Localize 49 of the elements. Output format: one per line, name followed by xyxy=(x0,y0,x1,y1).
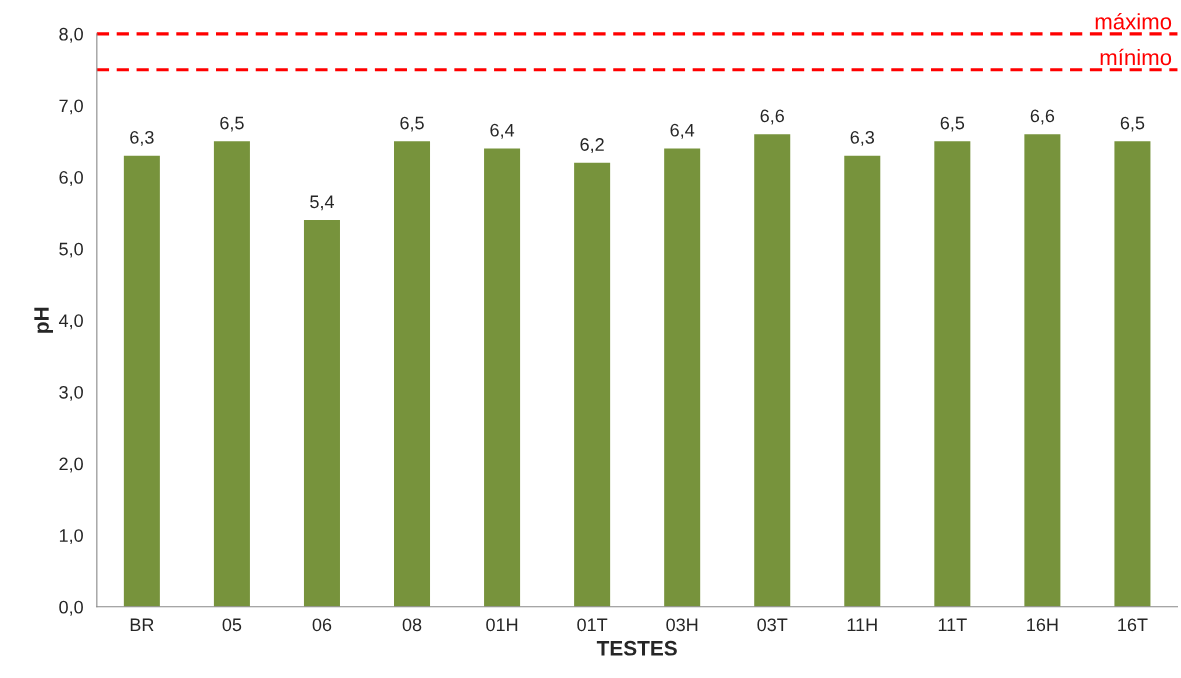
y-tick-label: 8,0 xyxy=(59,27,83,43)
bar xyxy=(213,141,250,607)
ref-line-label: máximo xyxy=(1095,12,1172,30)
bar xyxy=(394,141,431,607)
y-tick-label: 5,0 xyxy=(59,242,83,258)
bar xyxy=(123,155,160,607)
data-label: 6,6 xyxy=(1030,109,1055,125)
bar xyxy=(664,148,701,607)
x-tick-label: 03H xyxy=(666,618,698,632)
x-tick-label: 03T xyxy=(757,618,788,632)
y-tick-label: 6,0 xyxy=(59,171,83,186)
y-tick-label: 1,0 xyxy=(59,529,83,545)
data-label: 6,5 xyxy=(940,116,965,132)
data-label: 6,5 xyxy=(220,116,244,132)
bar xyxy=(574,162,611,607)
y-tick-label: 3,0 xyxy=(59,385,83,401)
bar xyxy=(844,155,881,607)
x-tick-label: 01T xyxy=(577,618,608,632)
data-label: 6,5 xyxy=(400,116,424,132)
data-label: 6,6 xyxy=(760,109,784,125)
y-tick-label: 4,0 xyxy=(58,314,83,330)
data-label: 6,3 xyxy=(850,130,875,146)
data-label: 6,4 xyxy=(670,123,695,139)
ref-line-label: mínimo xyxy=(1100,48,1172,66)
y-tick-label: 7,0 xyxy=(59,99,83,115)
bar xyxy=(303,220,340,607)
x-tick-label: 05 xyxy=(222,618,242,632)
bar xyxy=(934,141,971,607)
x-tick-label: 16H xyxy=(1027,618,1058,632)
y-tick-label: 2,0 xyxy=(59,457,83,473)
x-axis-title: TESTES xyxy=(596,640,677,656)
data-label: 6,5 xyxy=(1120,116,1145,132)
x-tick-label: BR xyxy=(130,618,154,632)
data-label: 6,4 xyxy=(490,123,515,139)
bar xyxy=(484,148,521,607)
bar xyxy=(1114,141,1151,607)
x-tick-label: 01H xyxy=(486,618,518,632)
data-label: 6,2 xyxy=(580,138,604,154)
data-label: 5,4 xyxy=(310,195,334,211)
bar xyxy=(1024,134,1061,607)
x-tick-label: 06 xyxy=(312,618,332,632)
bar xyxy=(754,134,791,607)
data-label: 6,3 xyxy=(130,130,154,146)
x-tick-label: 11H xyxy=(847,618,877,632)
y-tick-label: 0,0 xyxy=(59,600,83,616)
x-tick-label: 16T xyxy=(1118,618,1148,632)
y-axis-title: pH xyxy=(34,307,53,333)
x-tick-label: 11T xyxy=(938,618,967,632)
x-tick-label: 08 xyxy=(402,618,422,632)
